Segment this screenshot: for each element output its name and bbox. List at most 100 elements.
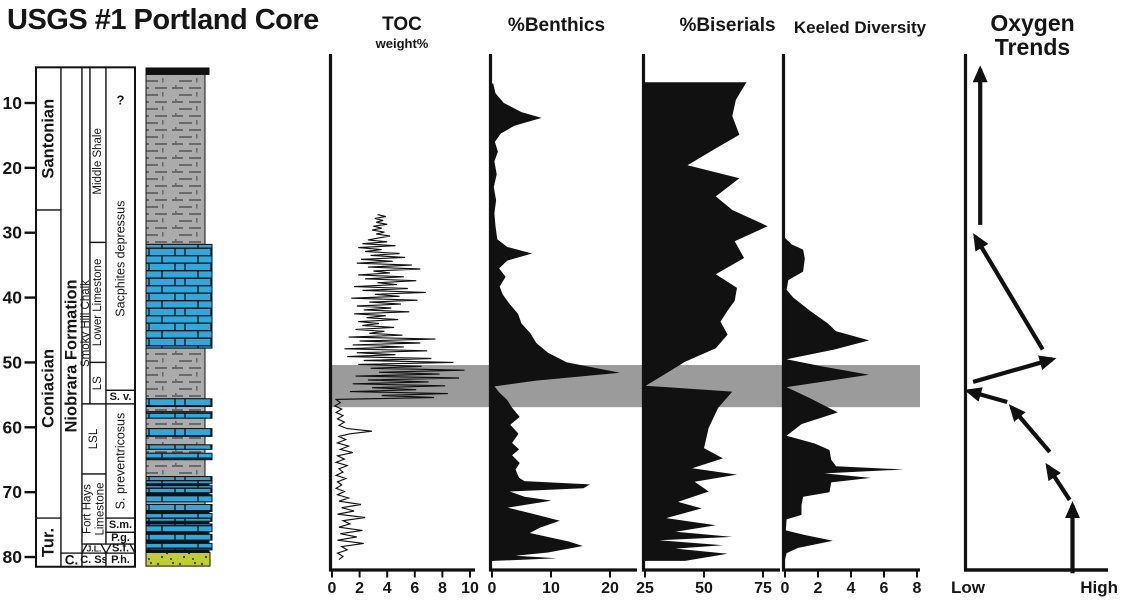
lithology-column (145, 67, 213, 567)
lith-limestone-bed (145, 452, 213, 461)
lith-shale-bed (145, 435, 206, 446)
benthics-tick-label-20: 20 (601, 580, 619, 597)
strat-table-frame (35, 66, 136, 568)
strat-label-middle-shale: Middle Shale (92, 128, 104, 194)
lith-limestone-bed (145, 485, 213, 494)
depth-label-10: 10 (3, 93, 23, 113)
strat-label-j-l: J.L. (87, 544, 102, 554)
keeled-diversity-silhouette (785, 70, 904, 560)
lith-shale-bed (145, 347, 206, 400)
lith-shale-bed (145, 417, 206, 430)
depth-axis: 10 20 30 40 50 60 70 80 (3, 93, 37, 567)
depth-label-80: 80 (3, 547, 23, 567)
strat-label-santonian: Santonian (40, 99, 58, 179)
lith-limestone-bed (145, 523, 213, 533)
oxygen-trend-arrow-6 (973, 233, 1045, 351)
lith-limestone-bed (145, 444, 213, 450)
lith-limestone-bed (145, 398, 213, 408)
keeled-diversity-tick-label-6: 6 (880, 580, 889, 597)
toc-subtitle: weight% (375, 35, 429, 51)
depth-label-60: 60 (3, 417, 23, 437)
panel-header-benthics: %Benthics (485, 16, 628, 36)
strat-label-s-preventricosus: S. preventricosus (114, 413, 128, 510)
biserials-tick-label-75: 75 (754, 580, 772, 597)
benthics-silhouette (492, 83, 620, 561)
strat-label-lower-limestone: Lower Limestone (92, 259, 104, 347)
lith-shale-bed (145, 448, 206, 454)
keeled-diversity-tick-label-4: 4 (847, 580, 856, 597)
toc-tick-label-0: 0 (328, 580, 337, 597)
panel-toc: 0 2 4 6 8 10 (328, 54, 479, 597)
strat-label-p-g: P.g. (111, 532, 130, 544)
oxygen-trend-arrow-5 (972, 355, 1057, 384)
strat-label-question-mark: ? (117, 92, 125, 107)
figure-title: USGS #1 Portland Core (7, 4, 319, 36)
benthics-tick-label-0: 0 (488, 580, 497, 597)
depth-label-50: 50 (3, 352, 23, 372)
depth-label-40: 40 (3, 288, 23, 308)
lith-limestone-bed (145, 513, 213, 522)
keeled-diversity-tick-label-8: 8 (913, 580, 922, 597)
toc-tick-label-10: 10 (461, 580, 479, 597)
toc-tick-label-8: 8 (438, 580, 447, 597)
oxygen-trend-arrow-2 (1045, 462, 1072, 502)
panel-biserials: 25 50 75 (636, 54, 780, 597)
strat-cell-fort-hays-limestone (81, 473, 107, 545)
lith-limestone-bed (145, 243, 213, 349)
oxygen-label-low: Low (951, 578, 986, 597)
strat-label-ls: LS (92, 376, 104, 390)
depth-label-30: 30 (3, 223, 23, 243)
biserials-tick-label-50: 50 (695, 580, 713, 597)
strat-label-coniacian: Coniacian (40, 349, 58, 428)
strat-label-fort-hays: Fort Hays (82, 484, 94, 534)
strat-label-limestone: Limestone (95, 482, 107, 535)
panel-header-toc: TOC weight% (332, 15, 472, 51)
panel-header-oxygen: Oxygen Trends (950, 11, 1115, 59)
panel-header-keeled: Keeled Diversity (785, 19, 935, 37)
biserials-tick-label-25: 25 (636, 580, 654, 597)
strat-label-sacphites-depressus: Sacphites depressus (114, 201, 128, 317)
keeled-title: Keeled Diversity (793, 18, 927, 37)
lith-limestone-bed (145, 476, 213, 485)
lith-black-bed (145, 67, 210, 75)
strat-label-c: C. (65, 552, 79, 567)
keeled-diversity-tick-label-0: 0 (781, 580, 790, 597)
biserials-silhouette (645, 82, 768, 561)
panel-benthics: 0 10 20 (488, 54, 637, 597)
lith-limestone-bed (145, 533, 213, 541)
lith-limestone-bed (145, 494, 213, 503)
strat-label-s-f: S.f. (112, 543, 129, 555)
panel-keeled-diversity: 0 2 4 6 8 (781, 54, 922, 597)
strat-label-lsl: LSL (88, 428, 100, 449)
lith-limestone-bed (145, 542, 213, 551)
strat-label-tur: Tur. (40, 528, 58, 557)
toc-tick-label-2: 2 (355, 580, 364, 597)
strat-label-p-h: P.h. (111, 554, 130, 566)
lith-limestone-bed (145, 411, 213, 419)
benthics-tick-label-10: 10 (542, 580, 560, 597)
toc-tick-label-4: 4 (383, 580, 392, 597)
lith-shale-bed (145, 73, 206, 245)
toc-curve (333, 214, 465, 561)
lith-limestone-bed (145, 503, 213, 513)
strat-label-s-v: S. v. (110, 391, 132, 403)
depth-label-70: 70 (3, 482, 23, 502)
biserials-title: %Biserials (679, 15, 776, 36)
strat-label-smoky-hill-chalk: Smoky Hill Chalk (80, 280, 92, 367)
panel-oxygen-trends: Low High (951, 54, 1118, 597)
lith-shale-bed (145, 406, 206, 413)
strat-label-s-m: S.m. (109, 519, 132, 531)
lith-shale-bed (145, 459, 206, 478)
depth-label-20: 20 (3, 158, 23, 178)
oxygen-trend-arrow-3 (1008, 404, 1052, 454)
strat-label-c-ss: C. Ss (80, 554, 108, 566)
panel-header-biserials: %Biserials (656, 16, 799, 36)
oxygen-label-high: High (1080, 578, 1118, 597)
toc-tick-label-6: 6 (410, 580, 419, 597)
strat-cell-sacphites-depressus (105, 66, 136, 391)
keeled-diversity-tick-label-2: 2 (814, 580, 823, 597)
lith-limestone-bed (145, 428, 213, 437)
oxygen-title: Oxygen Trends (990, 10, 1075, 61)
